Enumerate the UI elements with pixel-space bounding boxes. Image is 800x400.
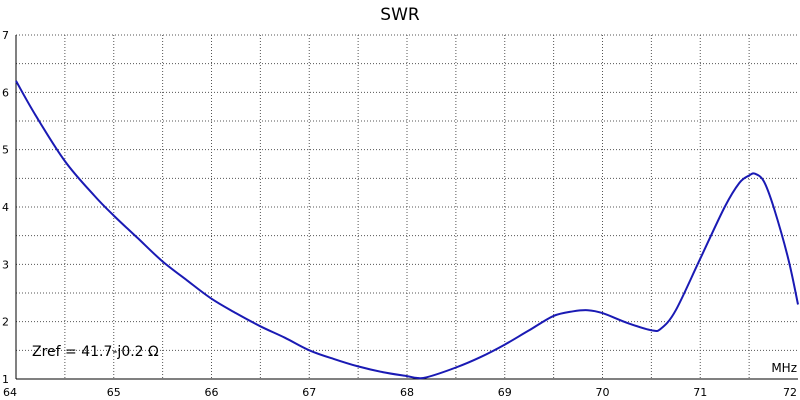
y-tick-label: 5	[2, 144, 9, 157]
axes	[15, 35, 798, 380]
x-tick-label: 72	[783, 386, 797, 399]
x-tick-label: 71	[693, 386, 707, 399]
x-tick-label: 67	[302, 386, 316, 399]
x-tick-label: 70	[596, 386, 610, 399]
x-tick-label: 65	[107, 386, 121, 399]
x-tick-label: 68	[400, 386, 414, 399]
y-tick-label: 2	[2, 316, 9, 329]
y-tick-label: 1	[2, 373, 9, 386]
x-tick-label: 66	[205, 386, 219, 399]
y-tick-label: 6	[2, 86, 9, 99]
chart-title: SWR	[380, 5, 420, 25]
grid	[16, 34, 798, 379]
x-axis-unit-label: MHz	[771, 361, 797, 375]
x-tick-label: 64	[3, 386, 17, 399]
x-tick-label: 69	[498, 386, 512, 399]
zref-annotation: Zref = 41.7-j0.2 Ω	[32, 344, 159, 360]
y-tick-label: 4	[2, 201, 9, 214]
y-tick-label: 7	[2, 29, 9, 42]
swr-series-line	[15, 80, 799, 380]
y-tick-label: 3	[2, 258, 9, 271]
series	[15, 80, 799, 380]
